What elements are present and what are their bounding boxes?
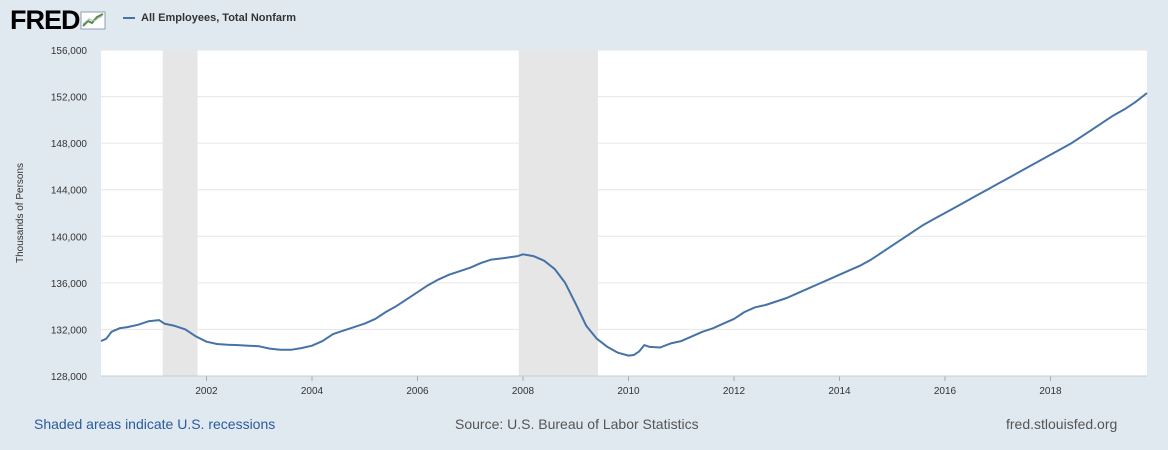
x-tick-label: 2018 xyxy=(1039,386,1062,397)
y-axis-label: Thousands of Persons xyxy=(15,163,26,263)
recession-band-1 xyxy=(162,50,198,376)
x-tick-label: 2002 xyxy=(195,386,218,397)
x-tick-label: 2006 xyxy=(406,386,429,397)
chart-legend[interactable]: All Employees, Total Nonfarm xyxy=(123,12,296,24)
legend-label: All Employees, Total Nonfarm xyxy=(141,12,297,24)
x-tick-label: 2004 xyxy=(301,386,324,397)
x-tick-label: 2012 xyxy=(723,386,746,397)
fred-logo-text: FRED xyxy=(10,5,80,35)
y-tick-label: 132,000 xyxy=(51,325,88,336)
y-tick-label: 148,000 xyxy=(51,139,88,150)
y-tick-label: 156,000 xyxy=(51,46,88,57)
fred-logo-graph-icon xyxy=(80,11,105,30)
y-tick-label: 128,000 xyxy=(51,372,88,383)
series-line-total-nonfarm xyxy=(100,92,1148,357)
x-tick-label: 2010 xyxy=(617,386,640,397)
recession-note-link[interactable]: Shaded areas indicate U.S. recessions xyxy=(34,416,276,432)
y-tick-label: 140,000 xyxy=(51,232,88,243)
plot-area xyxy=(101,50,1147,376)
x-tick-label: 2014 xyxy=(828,386,851,397)
y-tick-label: 144,000 xyxy=(51,186,88,197)
legend-swatch xyxy=(123,17,135,19)
line-chart: 128,000 132,000 136,000 140,000 144,000 148,0… xyxy=(15,46,1148,397)
y-tick-label: 136,000 xyxy=(51,279,88,290)
site-link[interactable]: fred.stlouisfed.org xyxy=(1006,416,1118,432)
x-tick-label: 2016 xyxy=(934,386,957,397)
y-tick-label: 152,000 xyxy=(51,93,88,104)
fred-logo[interactable]: FRED xyxy=(10,6,106,34)
x-tick-label: 2008 xyxy=(512,386,535,397)
source-text: Source: U.S. Bureau of Labor Statistics xyxy=(455,416,699,432)
